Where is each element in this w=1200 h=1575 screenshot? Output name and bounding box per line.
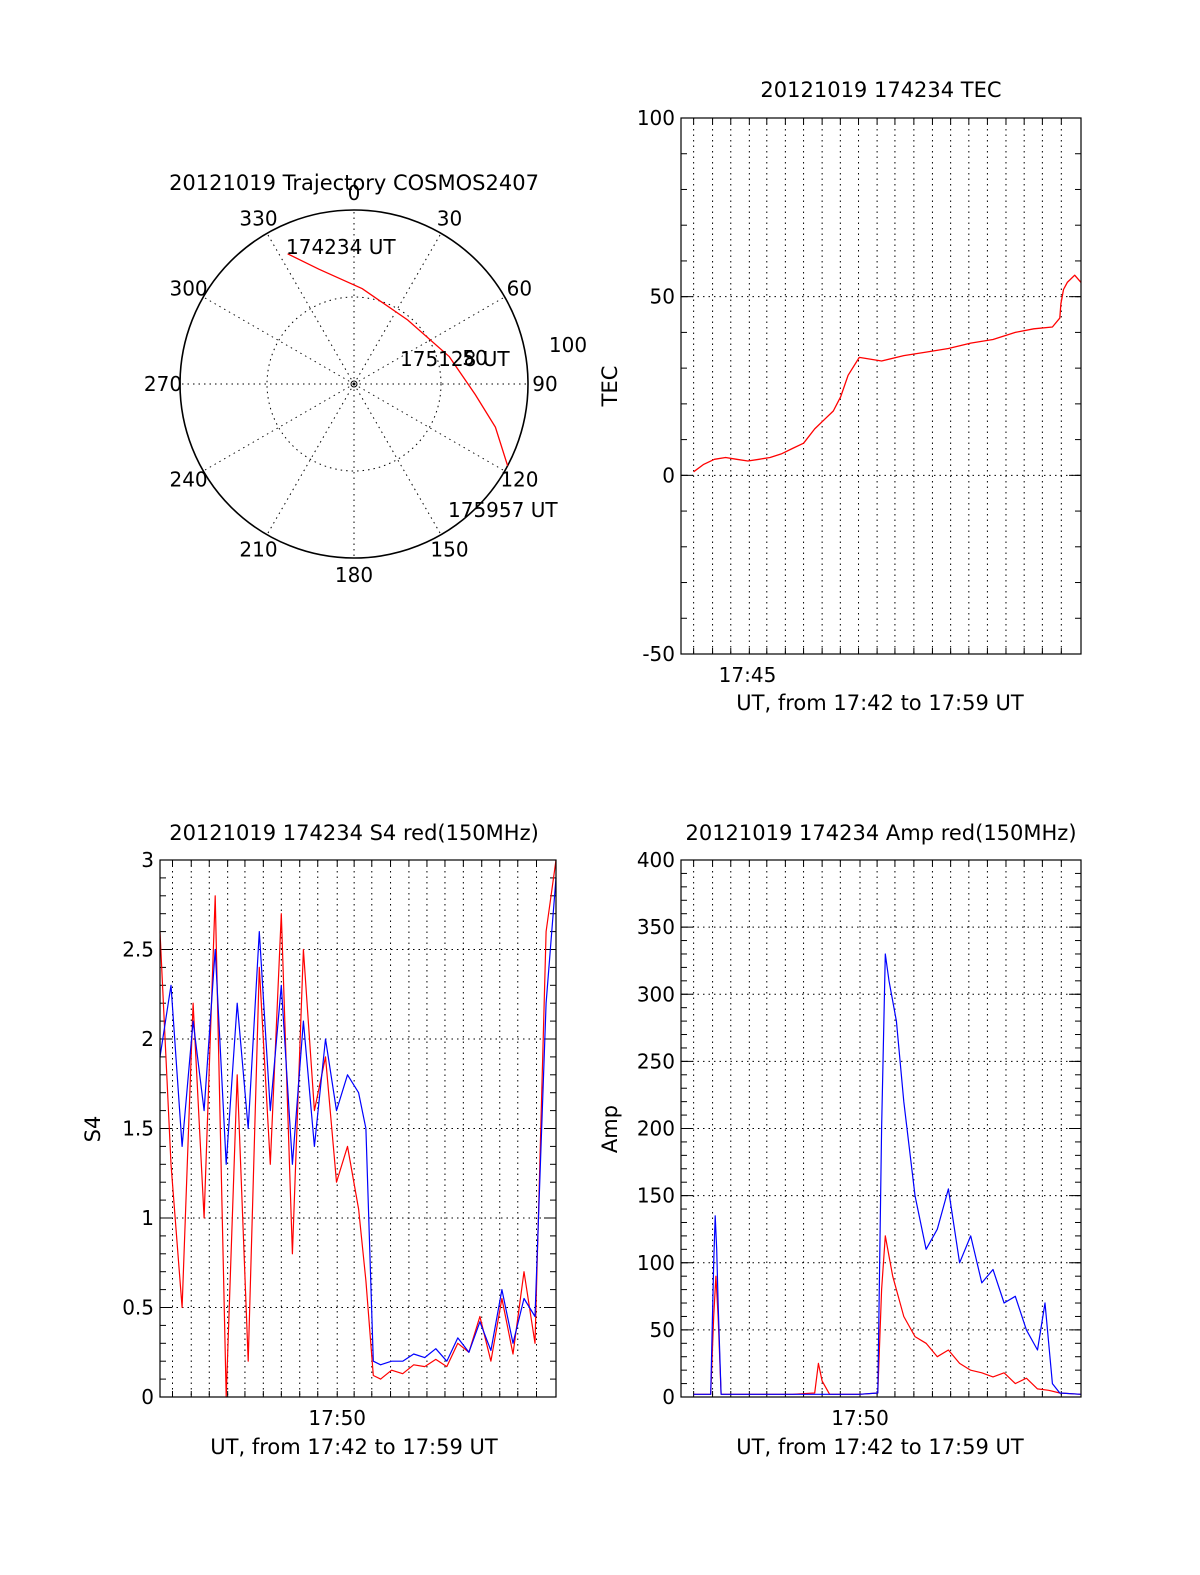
amp-xlabel: UT, from 17:42 to 17:59 UT [736, 1435, 1024, 1459]
tec-xtick-label: 17:45 [719, 663, 777, 687]
tec-series-0 [693, 274, 1082, 473]
amp-ytick-label-400: 400 [637, 848, 675, 872]
polar-outer-circle [179, 209, 529, 559]
polar-angle-label-120: 120 [500, 468, 538, 492]
amp-panel: 20121019 174234 Amp red(150MHz) 0 50 100 15… [598, 821, 1082, 1459]
amp-xtick-label: 17:50 [831, 1406, 889, 1430]
polar-angle-labels: 0 30 60 90 120 150 180 210 240 270 300 330 [144, 181, 558, 587]
s4-ytick-label-0.5: 0.5 [122, 1296, 154, 1320]
polar-trajectory-track [287, 253, 509, 466]
polar-spoke-210 [266, 383, 355, 535]
amp-title: 20121019 174234 Amp red(150MHz) [685, 821, 1076, 845]
s4-panel: 20121019 174234 S4 red(150MHz) 0 0.5 1 1.5 2… [81, 821, 557, 1459]
s4-ytick-label-2: 2 [141, 1027, 154, 1051]
s4-series-1 [159, 877, 557, 1366]
amp-ytick-label-250: 250 [637, 1049, 675, 1073]
polar-angle-label-0: 0 [348, 181, 361, 205]
tec-xlabel: UT, from 17:42 to 17:59 UT [736, 691, 1024, 715]
amp-ytick-label-150: 150 [637, 1184, 675, 1208]
s4-ytick-label-1.5: 1.5 [122, 1117, 154, 1141]
tec-title: 20121019 174234 TEC [760, 78, 1001, 102]
s4-plot-area: 0 0.5 1 1.5 2 2.5 3 17:50 [122, 848, 557, 1430]
polar-inner-circle [266, 296, 442, 472]
s4-ytick-label-2.5: 2.5 [122, 938, 154, 962]
amp-ytick-label-100: 100 [637, 1251, 675, 1275]
polar-angle-label-210: 210 [239, 537, 277, 561]
amp-series-1 [693, 953, 1082, 1395]
polar-angle-label-90: 90 [532, 372, 557, 396]
tec-ytick-label--50: -50 [642, 642, 675, 666]
tec-panel: 20121019 174234 TEC -50 0 50 100 17:45 TEC U… [598, 78, 1082, 715]
polar-angle-label-30: 30 [437, 207, 462, 231]
tec-ytick-label-50: 50 [650, 285, 675, 309]
polar-spoke-120 [353, 383, 505, 472]
tec-ytick-label-0: 0 [662, 463, 675, 487]
amp-plot-area: 0 50 100 150 200 250 300 350 400 17:50 [637, 848, 1082, 1430]
polar-angle-label-330: 330 [239, 207, 277, 231]
polar-title: 20121019 Trajectory COSMOS2407 [169, 171, 539, 195]
polar-radial-label-50: 50 [462, 346, 487, 370]
polar-angle-label-180: 180 [335, 563, 373, 587]
tec-plot-area: -50 0 50 100 17:45 [637, 106, 1082, 687]
polar-spoke-240 [203, 383, 355, 472]
s4-ytick-label-1: 1 [141, 1206, 154, 1230]
amp-series-0 [693, 1235, 1082, 1395]
trajectory-end-label: 175957 UT [448, 498, 558, 522]
polar-angle-label-300: 300 [169, 277, 207, 301]
amp-ytick-label-200: 200 [637, 1117, 675, 1141]
polar-angle-label-60: 60 [507, 277, 532, 301]
polar-trajectory-panel: 20121019 Trajectory COSMOS2407 0 30 60 90 12… [144, 171, 587, 587]
polar-angle-label-240: 240 [169, 468, 207, 492]
s4-ylabel: S4 [81, 1116, 105, 1143]
s4-xtick-label: 17:50 [308, 1406, 366, 1430]
polar-center-mark [350, 380, 358, 388]
polar-angle-label-270: 270 [144, 372, 182, 396]
polar-spoke-300 [203, 296, 355, 385]
trajectory-mid-label: 175128 UT [400, 347, 510, 371]
tec-ylabel: TEC [598, 366, 622, 408]
tec-frame [680, 117, 1082, 655]
amp-ytick-label-350: 350 [637, 915, 675, 939]
amp-frame [680, 859, 1082, 1398]
trajectory-line [287, 253, 509, 466]
amp-ytick-label-50: 50 [650, 1318, 675, 1342]
s4-series-0 [159, 859, 557, 1398]
polar-spoke-60 [353, 296, 505, 385]
trajectory-start-label: 174234 UT [286, 235, 396, 259]
polar-radial-label-100: 100 [549, 333, 587, 357]
s4-ytick-label-0: 0 [141, 1385, 154, 1409]
tec-ytick-label-100: 100 [637, 106, 675, 130]
s4-title: 20121019 174234 S4 red(150MHz) [169, 821, 539, 845]
polar-spoke-330 [266, 233, 355, 385]
amp-ytick-label-300: 300 [637, 982, 675, 1006]
polar-grid [179, 209, 529, 559]
s4-frame [159, 859, 557, 1398]
amp-ytick-label-0: 0 [662, 1385, 675, 1409]
polar-spoke-30 [353, 233, 442, 385]
polar-spoke-150 [353, 383, 442, 535]
s4-ytick-label-3: 3 [141, 848, 154, 872]
amp-ylabel: Amp [598, 1105, 622, 1153]
s4-xlabel: UT, from 17:42 to 17:59 UT [210, 1435, 498, 1459]
polar-angle-label-150: 150 [430, 537, 468, 561]
